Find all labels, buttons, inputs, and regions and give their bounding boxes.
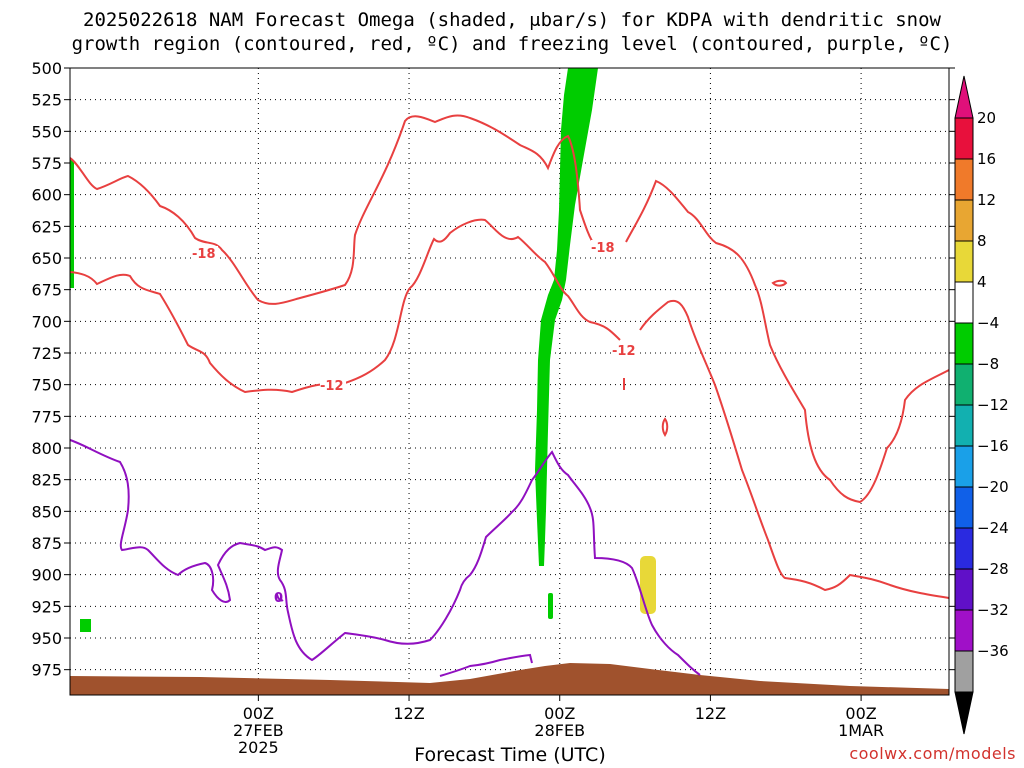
colorbar-swatch <box>954 650 974 693</box>
colorbar: 20 16 12 8 4 −4 −8 −12 −16 −20 −24 −28 −32 −36 <box>954 75 1009 735</box>
plot-frame <box>69 67 950 696</box>
colorbar-swatch <box>954 281 974 324</box>
omega-shading <box>70 68 598 632</box>
colorbar-label: 4 <box>977 273 987 291</box>
colorbar-label: −20 <box>977 478 1009 496</box>
x-tick-label: 2025 <box>238 738 279 757</box>
colorbar-swatch <box>954 404 974 447</box>
omega-blob-left-edge <box>70 160 74 288</box>
y-tick-label: 625 <box>31 217 62 236</box>
y-tick-label: 575 <box>31 154 62 173</box>
red-contour-upper-right <box>625 179 950 504</box>
tick-layer: 500 525 550 575 600 625 650 675 700 725 750 775 800 8… <box>31 59 955 757</box>
y-tick-label: 925 <box>31 597 62 616</box>
red-contour-lower-right <box>639 299 950 599</box>
x-tick-label: 00Z <box>243 704 274 723</box>
colorbar-swatch <box>954 199 974 242</box>
x-tick-label: 1MAR <box>838 721 884 740</box>
colorbar-label: −28 <box>977 560 1009 578</box>
colorbar-swatch <box>954 363 974 406</box>
colorbar-top-arrow <box>954 75 974 119</box>
colorbar-label: 20 <box>977 109 996 127</box>
y-tick-label: 825 <box>31 471 62 490</box>
colorbar-label: 12 <box>977 191 996 209</box>
contour-label: -12 <box>612 344 636 359</box>
plot-area <box>70 68 949 695</box>
x-tick-label: 27FEB <box>233 721 284 740</box>
colorbar-label: −8 <box>977 355 999 373</box>
contour-label: -18 <box>591 241 615 256</box>
purple-contour-bottom <box>439 653 533 677</box>
colorbar-label: 16 <box>977 150 996 168</box>
colorbar-bottom-arrow <box>954 691 974 735</box>
y-tick-label: 875 <box>31 534 62 553</box>
credit-text: coolwx.com/models <box>849 744 1016 763</box>
omega-blob-925 <box>80 619 91 632</box>
x-axis-label: Forecast Time (UTC) <box>414 744 606 766</box>
y-tick-label: 700 <box>31 312 62 331</box>
colorbar-label: −24 <box>977 519 1009 537</box>
x-tick-label: 00Z <box>544 704 575 723</box>
contour-label: -12 <box>320 379 344 394</box>
red-contours <box>69 114 950 599</box>
contour-labels: -18 -12 -18 -12 0 <box>192 240 640 606</box>
x-tick-label: 28FEB <box>534 721 585 740</box>
chart-title-line-1: 2025022618 NAM Forecast Omega (shaded, μ… <box>83 9 941 31</box>
y-tick-label: 850 <box>31 502 62 521</box>
x-tick-label: 00Z <box>845 704 876 723</box>
contour-label: -18 <box>192 247 216 262</box>
colorbar-label: 8 <box>977 232 987 250</box>
chart-title-line-2: growth region (contoured, red, ºC) and f… <box>71 33 953 55</box>
y-tick-label: 975 <box>31 661 62 680</box>
colorbar-label: −4 <box>977 314 999 332</box>
contour-label: 0 <box>274 591 283 606</box>
purple-contours <box>69 439 701 677</box>
y-tick-label: 725 <box>31 344 62 363</box>
ground-terrain <box>70 663 949 695</box>
colorbar-swatch <box>954 609 974 652</box>
red-contour-loop-small-1 <box>771 279 788 287</box>
y-tick-label: 550 <box>31 122 62 141</box>
colorbar-swatch <box>954 158 974 201</box>
colorbar-label: −36 <box>977 642 1009 660</box>
colorbar-swatch <box>954 568 974 611</box>
omega-blob-900 <box>548 593 553 619</box>
red-contour-lower <box>69 218 621 394</box>
purple-contour-mini <box>276 592 284 602</box>
colorbar-label: −12 <box>977 396 1009 414</box>
y-tick-label: 525 <box>31 91 62 110</box>
colorbar-swatch <box>954 322 974 365</box>
y-tick-label: 500 <box>31 59 62 78</box>
colorbar-label: −16 <box>977 437 1009 455</box>
omega-band-main <box>535 68 598 566</box>
colorbar-swatch <box>954 445 974 488</box>
y-tick-label: 900 <box>31 566 62 585</box>
colorbar-label: −32 <box>977 601 1009 619</box>
y-tick-label: 950 <box>31 629 62 648</box>
red-contour-upper <box>69 114 596 305</box>
y-tick-label: 600 <box>31 186 62 205</box>
y-tick-label: 800 <box>31 439 62 458</box>
y-tick-label: 750 <box>31 376 62 395</box>
x-tick-label: 12Z <box>393 704 424 723</box>
y-tick-label: 675 <box>31 281 62 300</box>
omega-blob-positive <box>640 556 656 614</box>
colorbar-swatch <box>954 240 974 283</box>
purple-contour-main <box>69 439 701 676</box>
y-tick-label: 650 <box>31 249 62 268</box>
x-tick-label: 12Z <box>695 704 726 723</box>
colorbar-swatch <box>954 527 974 570</box>
colorbar-swatch <box>954 117 974 160</box>
y-tick-label: 775 <box>31 407 62 426</box>
colorbar-swatch <box>954 486 974 529</box>
red-contour-loop-small-2 <box>661 417 669 437</box>
